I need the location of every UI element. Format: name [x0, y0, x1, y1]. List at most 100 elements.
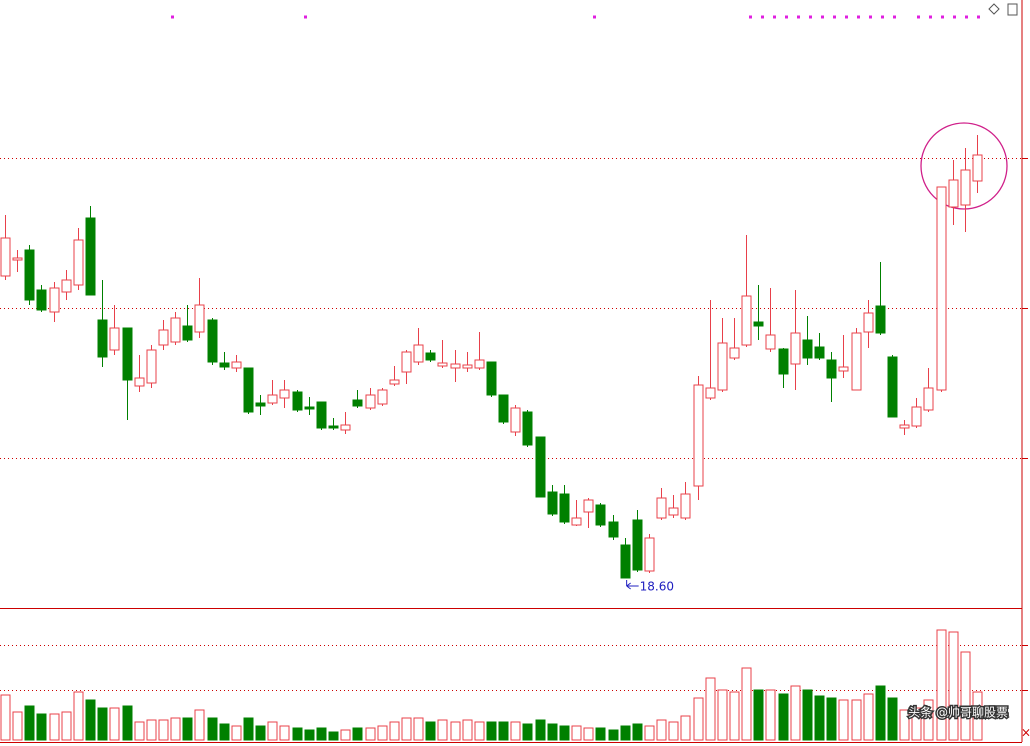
volume-bar — [693, 697, 704, 741]
candle-body — [109, 327, 120, 351]
candle-body — [85, 217, 96, 296]
candle-body — [425, 352, 436, 361]
candle-body — [49, 287, 60, 313]
volume-bar — [352, 727, 363, 741]
candle-body — [693, 384, 704, 487]
candle-body — [0, 237, 11, 277]
volume-bar — [510, 721, 521, 741]
volume-bar — [36, 713, 47, 741]
candle-body — [680, 493, 691, 519]
candle-body — [571, 517, 582, 526]
candle-body — [790, 332, 801, 365]
candle-body — [498, 394, 509, 423]
volume-bar — [437, 719, 448, 741]
volume-bar — [462, 719, 473, 741]
volume-bar — [863, 693, 874, 741]
icon-panel[interactable] — [1007, 3, 1018, 16]
volume-bar — [741, 667, 752, 741]
close-icon[interactable]: × — [1021, 726, 1030, 740]
candle-body — [279, 389, 290, 399]
volume-bar — [219, 723, 230, 741]
volume-bar — [656, 719, 667, 741]
candle-body — [450, 363, 461, 369]
volume-bar — [182, 717, 193, 741]
candle-body — [365, 394, 376, 409]
candle-body — [705, 387, 716, 399]
candle-body — [316, 401, 327, 429]
highlight-circle — [920, 122, 1008, 210]
volume-bar — [498, 721, 509, 741]
candle-body — [134, 377, 145, 387]
volume-bar — [389, 721, 400, 741]
candle-body — [73, 239, 84, 286]
volume-bar — [620, 725, 631, 741]
candle-body — [255, 402, 266, 407]
volume-bar — [875, 685, 886, 741]
volume-bar — [12, 711, 23, 741]
candle-body — [547, 491, 558, 515]
volume-bar — [887, 697, 898, 741]
candle-body — [182, 325, 193, 341]
candle-body — [328, 425, 339, 429]
volume-bar — [413, 717, 424, 741]
candle-body — [401, 351, 412, 373]
volume-bar — [644, 725, 655, 741]
candle-body — [911, 406, 922, 427]
candle-body — [656, 497, 667, 519]
candle-body — [608, 521, 619, 538]
volume-bar — [972, 691, 983, 741]
volume-bar — [911, 707, 922, 741]
volume-bar — [571, 725, 582, 741]
candle-body — [194, 304, 205, 333]
candle-body — [267, 394, 278, 404]
volume-bar — [899, 709, 910, 741]
candle-body — [474, 359, 485, 369]
candle-body — [644, 537, 655, 572]
volume-bar — [765, 689, 776, 741]
volume-bar — [960, 651, 971, 741]
volume-bar — [292, 727, 303, 741]
volume-bar — [547, 723, 558, 741]
candle-body — [765, 334, 776, 350]
candle-body — [814, 346, 825, 359]
annotation-arrow — [626, 580, 639, 590]
volume-bar — [923, 699, 934, 741]
candle-body — [522, 411, 533, 446]
candle-body — [304, 406, 315, 410]
volume-bar — [486, 721, 497, 741]
volume-bar — [401, 717, 412, 741]
candle-body — [887, 356, 898, 418]
candle-body — [632, 519, 643, 571]
volume-bar — [85, 699, 96, 741]
candle-body — [97, 319, 108, 358]
candle-body — [437, 362, 448, 367]
candle-body — [389, 379, 400, 385]
volume-bar — [948, 631, 959, 741]
candle-body — [559, 493, 570, 523]
candle-body — [583, 499, 594, 513]
volume-bar — [122, 705, 133, 741]
candle-body — [936, 186, 947, 391]
volume-bar — [207, 717, 218, 741]
candle-body — [863, 312, 874, 333]
candle-body — [838, 366, 849, 372]
candle-body — [851, 332, 862, 391]
candle-body — [729, 347, 740, 359]
volume-bar — [73, 691, 84, 741]
volume-bar — [0, 694, 11, 741]
candle-body — [61, 279, 72, 293]
volume-bar — [377, 725, 388, 741]
volume-bar — [535, 719, 546, 741]
volume-bar — [158, 719, 169, 741]
candle-body — [668, 507, 679, 516]
candle-body — [778, 348, 789, 375]
candle-body — [207, 319, 218, 363]
candle-body — [340, 424, 351, 431]
candle-body — [826, 359, 837, 379]
volume-bar — [717, 689, 728, 741]
icon-diamond[interactable] — [988, 3, 1000, 15]
volume-bar — [826, 697, 837, 741]
volume-bar — [49, 713, 60, 741]
candle-body — [231, 361, 242, 369]
